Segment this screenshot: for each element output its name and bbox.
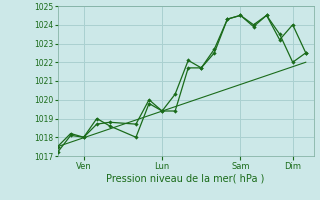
X-axis label: Pression niveau de la mer( hPa ): Pression niveau de la mer( hPa ): [107, 173, 265, 183]
